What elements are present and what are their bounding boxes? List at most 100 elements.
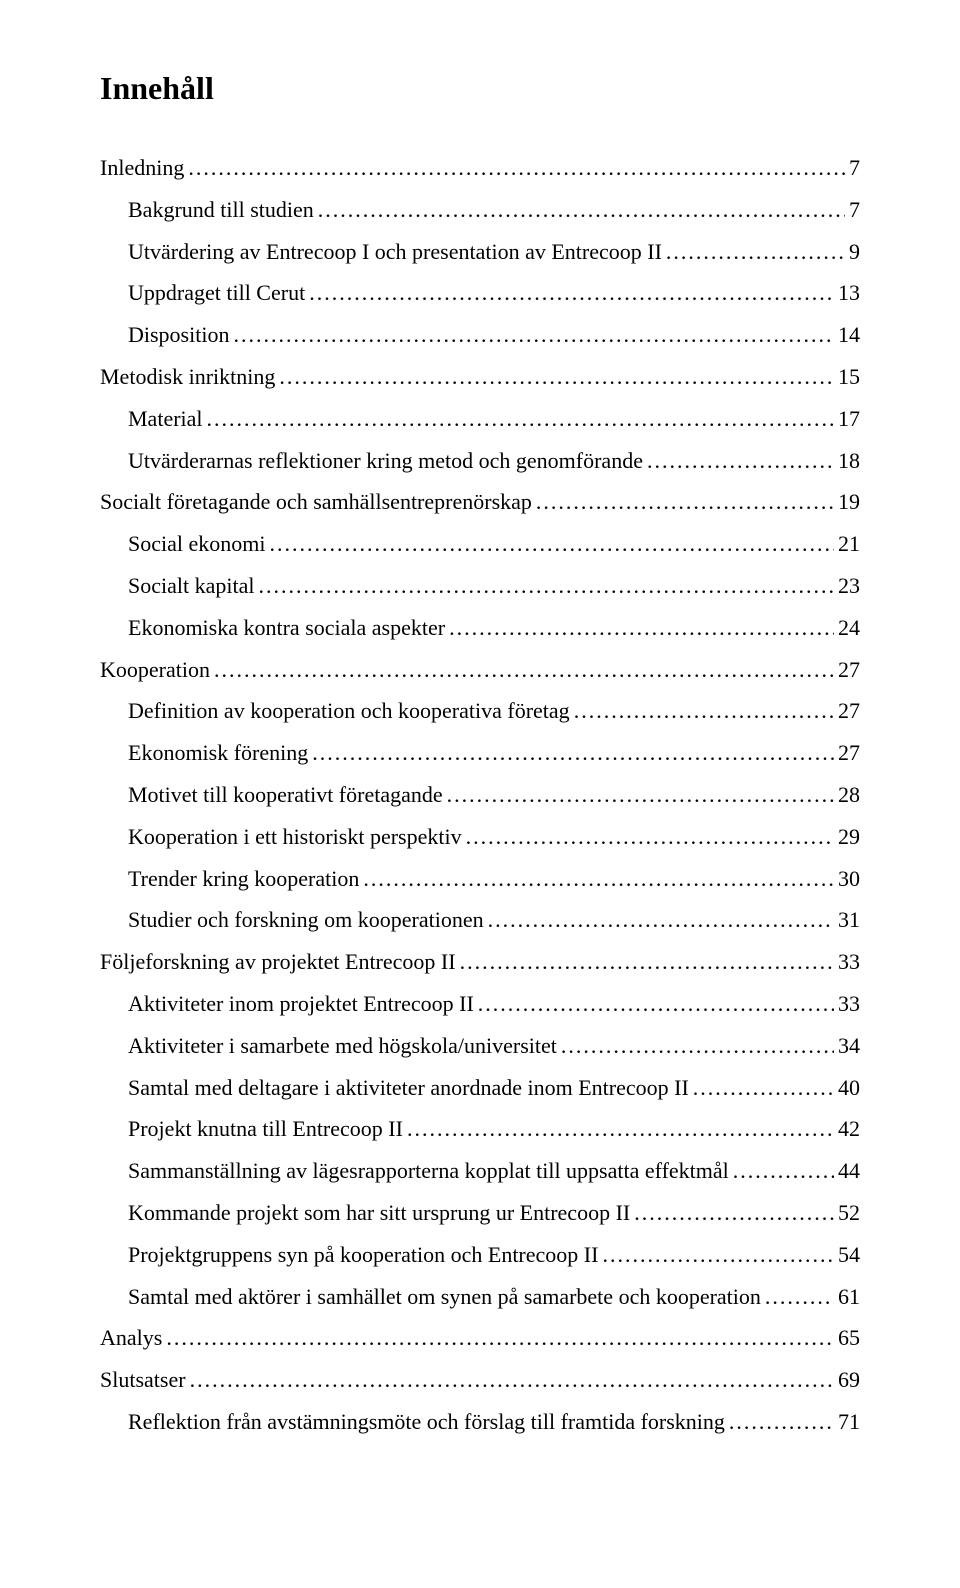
toc-entry-page: 14 [838,314,860,356]
toc-entry-label: Ekonomisk förening [128,732,308,774]
toc-entry-page: 33 [838,983,860,1025]
toc-entry-label: Utvärderarnas reflektioner kring metod o… [128,440,643,482]
toc-entry-label: Trender kring kooperation [128,858,359,900]
toc-entry-label: Samtal med deltagare i aktiviteter anord… [128,1067,689,1109]
toc-entry-page: 28 [838,774,860,816]
toc-leader-dots [666,231,845,273]
toc-entry-label: Material [128,398,203,440]
toc-entry: Sammanställning av lägesrapporterna kopp… [100,1150,860,1192]
toc-entry-page: 30 [838,858,860,900]
toc-leader-dots [460,941,834,983]
toc-entry: Social ekonomi 21 [100,523,860,565]
toc-entry: Socialt kapital 23 [100,565,860,607]
toc-leader-dots [190,1359,834,1401]
toc-leader-dots [729,1401,834,1443]
toc-entry-page: 17 [838,398,860,440]
toc-leader-dots [561,1025,834,1067]
toc-leader-dots [279,356,834,398]
toc-entry-page: 44 [838,1150,860,1192]
toc-entry-label: Socialt kapital [128,565,254,607]
toc-entry-label: Disposition [128,314,229,356]
toc-entry-page: 65 [838,1317,860,1359]
toc-entry-page: 33 [838,941,860,983]
toc-entry-page: 42 [838,1108,860,1150]
toc-leader-dots [269,523,834,565]
toc-leader-dots [765,1276,834,1318]
toc-leader-dots [634,1192,834,1234]
toc-entry-page: 19 [838,481,860,523]
toc-entry-page: 40 [838,1067,860,1109]
toc-leader-dots [258,565,834,607]
toc-entry-label: Följeforskning av projektet Entrecoop II [100,941,456,983]
toc-leader-dots [447,774,834,816]
toc-entry: Trender kring kooperation 30 [100,858,860,900]
toc-entry-label: Socialt företagande och samhällsentrepre… [100,481,532,523]
toc-leader-dots [449,607,834,649]
toc-leader-dots [466,816,834,858]
toc-entry-label: Ekonomiska kontra sociala aspekter [128,607,445,649]
toc-entry: Bakgrund till studien7 [100,189,860,231]
toc-entry-page: 71 [838,1401,860,1443]
toc-entry-label: Samtal med aktörer i samhället om synen … [128,1276,761,1318]
document-page: Innehåll Inledning 7Bakgrund till studien… [0,0,960,1588]
toc-entry: Ekonomisk förening 27 [100,732,860,774]
toc-entry: Samtal med aktörer i samhället om synen … [100,1276,860,1318]
toc-entry: Uppdraget till Cerut13 [100,272,860,314]
toc-entry-label: Projekt knutna till Entrecoop II [128,1108,403,1150]
toc-leader-dots [188,147,845,189]
toc-entry-label: Analys [100,1317,162,1359]
toc-entry: Slutsatser69 [100,1359,860,1401]
toc-entry-page: 24 [838,607,860,649]
toc-entry: Analys 65 [100,1317,860,1359]
toc-leader-dots [488,899,834,941]
toc-entry-page: 31 [838,899,860,941]
toc-entry-page: 18 [838,440,860,482]
toc-entry: Socialt företagande och samhällsentrepre… [100,481,860,523]
toc-entry-page: 7 [849,147,860,189]
toc-entry-page: 9 [849,231,860,273]
toc-entry-page: 61 [838,1276,860,1318]
toc-entry-page: 15 [838,356,860,398]
toc-entry: Aktiviteter inom projektet Entrecoop II3… [100,983,860,1025]
toc-entry-page: 27 [838,732,860,774]
toc-leader-dots [574,690,834,732]
toc-leader-dots [733,1150,834,1192]
toc-leader-dots [602,1234,834,1276]
toc-entry-page: 27 [838,690,860,732]
toc-leader-dots [214,649,834,691]
toc-leader-dots [318,189,845,231]
toc-entry-page: 52 [838,1192,860,1234]
toc-leader-dots [536,481,834,523]
toc-leader-dots [363,858,834,900]
toc-entry-page: 21 [838,523,860,565]
toc-title: Innehåll [100,70,860,107]
toc-entry-page: 54 [838,1234,860,1276]
toc-entry: Inledning 7 [100,147,860,189]
toc-entry: Kooperation i ett historiskt perspektiv2… [100,816,860,858]
toc-leader-dots [309,272,834,314]
toc-entry-label: Kooperation [100,649,210,691]
toc-entry: Kooperation27 [100,649,860,691]
toc-entry-label: Studier och forskning om kooperationen [128,899,484,941]
toc-leader-dots [166,1317,834,1359]
toc-entry-label: Kooperation i ett historiskt perspektiv [128,816,462,858]
toc-entry-label: Social ekonomi [128,523,265,565]
toc-entry: Utvärdering av Entrecoop I och presentat… [100,231,860,273]
toc-entry-page: 23 [838,565,860,607]
toc-entry-label: Inledning [100,147,184,189]
toc-entry: Projektgruppens syn på kooperation och E… [100,1234,860,1276]
toc-entry: Disposition 14 [100,314,860,356]
toc-entry: Kommande projekt som har sitt ursprung u… [100,1192,860,1234]
toc-entry: Motivet till kooperativt företagande28 [100,774,860,816]
toc-entry: Reflektion från avstämningsmöte och förs… [100,1401,860,1443]
toc-entry: Metodisk inriktning15 [100,356,860,398]
toc-entry-label: Slutsatser [100,1359,186,1401]
toc-entry: Projekt knutna till Entrecoop II 42 [100,1108,860,1150]
toc-entry-label: Reflektion från avstämningsmöte och förs… [128,1401,725,1443]
toc-entry-page: 7 [849,189,860,231]
toc-leader-dots [233,314,834,356]
toc-entry: Samtal med deltagare i aktiviteter anord… [100,1067,860,1109]
toc-leader-dots [693,1067,834,1109]
toc-entry: Aktiviteter i samarbete med högskola/uni… [100,1025,860,1067]
toc-entry-label: Uppdraget till Cerut [128,272,305,314]
